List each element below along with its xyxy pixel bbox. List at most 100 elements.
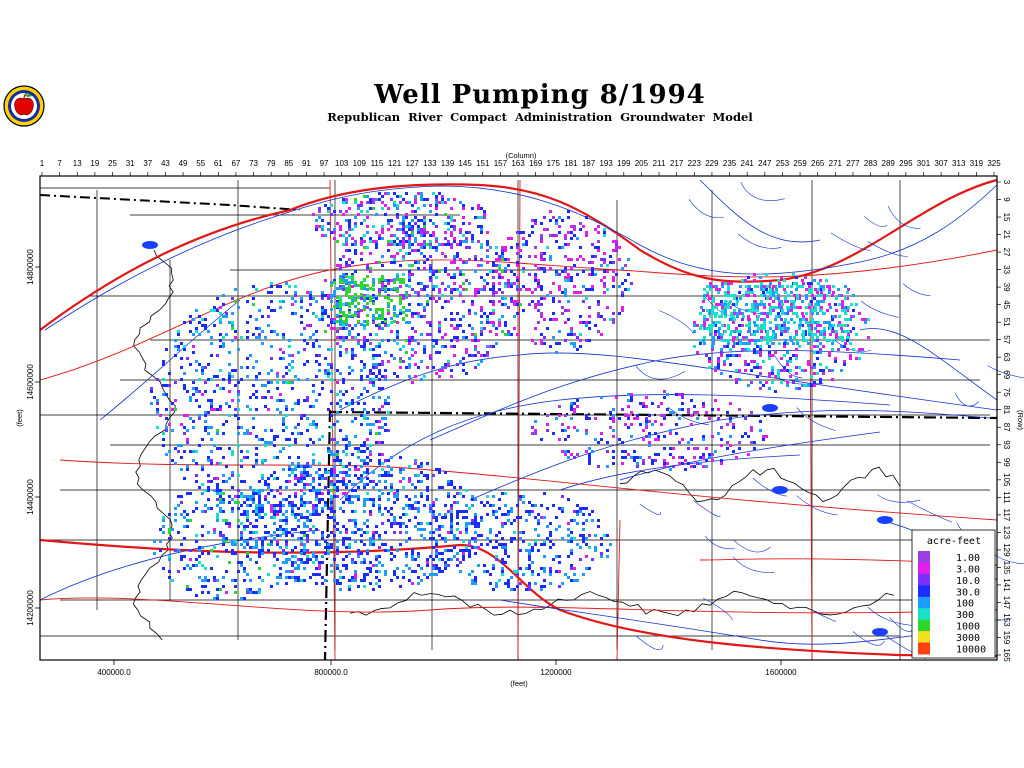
pumping-cell <box>228 375 231 378</box>
pumping-cell <box>450 288 453 291</box>
pumping-cell <box>693 465 696 468</box>
pumping-cell <box>486 315 489 318</box>
pumping-cell <box>357 495 360 498</box>
pumping-cell <box>816 357 819 360</box>
pumping-cell <box>330 450 333 453</box>
pumping-cell <box>513 570 516 573</box>
pumping-cell <box>285 372 288 375</box>
pumping-cell <box>330 495 333 498</box>
pumping-cell <box>576 579 579 582</box>
pumping-cell <box>435 300 438 303</box>
pumping-cell <box>441 282 444 285</box>
pumping-cell <box>693 321 696 324</box>
pumping-cell <box>483 504 486 507</box>
pumping-cell <box>357 207 360 210</box>
pumping-cell <box>378 288 381 291</box>
pumping-cell <box>528 501 531 504</box>
pumping-cell <box>501 303 504 306</box>
pumping-cell <box>231 399 234 402</box>
pumping-cell <box>816 291 819 294</box>
pumping-cell <box>243 495 246 498</box>
pumping-cell <box>411 348 414 351</box>
pumping-cell <box>495 540 498 543</box>
pumping-cell <box>267 573 270 576</box>
pumping-cell <box>402 294 405 297</box>
pumping-cell <box>816 312 819 315</box>
pumping-cell <box>702 456 705 459</box>
pumping-cell <box>189 417 192 420</box>
pumping-cell <box>303 486 306 489</box>
pumping-cell <box>369 540 372 543</box>
pumping-cell <box>381 360 384 363</box>
pumping-cell <box>327 552 330 555</box>
pumping-cell <box>600 264 603 267</box>
pumping-cell <box>777 372 780 375</box>
pumping-cell <box>495 252 498 255</box>
pumping-cell <box>288 354 291 357</box>
pumping-cell <box>417 294 420 297</box>
pumping-cell <box>819 333 822 336</box>
pumping-cell <box>712 285 715 288</box>
pumping-cell <box>312 504 315 507</box>
pumping-cell <box>267 324 270 327</box>
pumping-cell <box>330 318 333 321</box>
pumping-cell <box>510 282 513 285</box>
pumping-cell <box>258 507 261 510</box>
pumping-cell <box>846 348 849 351</box>
pumping-cell <box>186 519 189 522</box>
pumping-cell <box>384 543 387 546</box>
pumping-cell <box>315 543 318 546</box>
pumping-cell <box>504 333 507 336</box>
pumping-cell <box>588 417 591 420</box>
tributary <box>667 406 709 425</box>
pumping-cell <box>813 372 816 375</box>
pumping-cell <box>321 306 324 309</box>
pumping-cell <box>621 282 624 285</box>
pumping-cell <box>291 576 294 579</box>
pumping-cell <box>528 273 531 276</box>
pumping-cell <box>270 504 273 507</box>
pumping-cell <box>414 261 417 264</box>
pumping-cell <box>555 273 558 276</box>
pumping-cell <box>363 348 366 351</box>
pumping-cell <box>396 204 399 207</box>
pumping-cell <box>219 405 222 408</box>
pumping-cell <box>312 510 315 513</box>
pumping-cell <box>564 234 567 237</box>
pumping-cell <box>276 285 279 288</box>
pumping-cell <box>354 579 357 582</box>
pumping-cell <box>504 504 507 507</box>
pumping-cell <box>408 222 411 225</box>
pumping-cell <box>516 261 519 264</box>
pumping-cell <box>477 564 480 567</box>
pumping-cell <box>381 426 384 429</box>
pumping-cell <box>369 369 372 372</box>
pumping-cell <box>318 561 321 564</box>
pumping-cell <box>564 288 567 291</box>
pumping-cell <box>510 540 513 543</box>
pumping-cell <box>486 513 489 516</box>
river <box>99 299 241 421</box>
pumping-cell <box>216 486 219 489</box>
pumping-cell <box>438 201 441 204</box>
pumping-cell <box>318 513 321 516</box>
pumping-cell <box>621 306 624 309</box>
pumping-cell <box>570 405 573 408</box>
pumping-cell <box>258 492 261 495</box>
pumping-cell <box>414 222 417 225</box>
pumping-cell <box>300 477 303 480</box>
pumping-cell <box>829 324 832 327</box>
pumping-cell <box>543 585 546 588</box>
pumping-cell <box>456 324 459 327</box>
pumping-cell <box>426 198 429 201</box>
pumping-cell <box>222 492 225 495</box>
pumping-cell <box>378 534 381 537</box>
pumping-cell <box>471 519 474 522</box>
pumping-cell <box>267 549 270 552</box>
pumping-cell <box>243 456 246 459</box>
pumping-cell <box>597 330 600 333</box>
pumping-cell <box>736 330 739 333</box>
pumping-cell <box>276 387 279 390</box>
pumping-cell <box>282 381 285 384</box>
pumping-cell <box>702 339 705 342</box>
